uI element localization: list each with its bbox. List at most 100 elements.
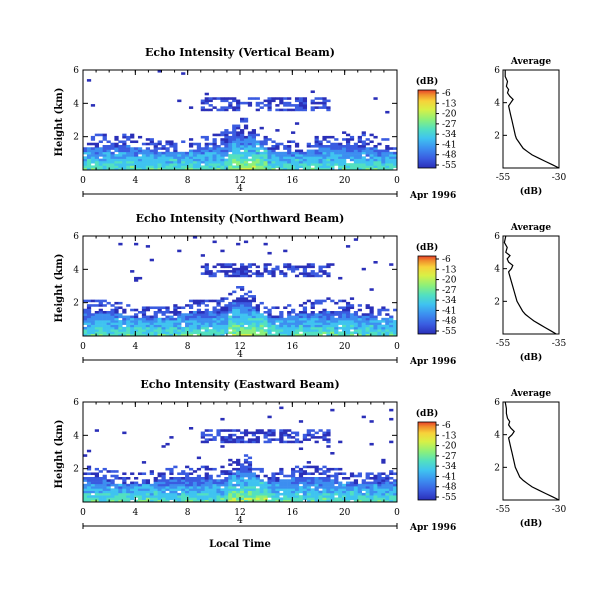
heatmap-cell <box>236 324 241 328</box>
heatmap-cell <box>102 151 107 155</box>
heatmap-cell <box>196 151 202 155</box>
heatmap-cell <box>149 486 154 489</box>
heatmap-cell <box>165 499 170 503</box>
heatmap-cell <box>126 317 131 321</box>
heatmap-cell <box>287 483 292 487</box>
heatmap-cell <box>216 499 221 503</box>
heatmap-cell <box>236 99 241 103</box>
heatmap-cell <box>192 322 198 325</box>
heatmap-cell <box>236 267 241 271</box>
heatmap-cell <box>145 497 151 501</box>
heatmap-cell <box>240 308 245 312</box>
heatmap-cell <box>228 154 233 157</box>
heatmap-cell <box>216 108 221 112</box>
heatmap-cell <box>322 483 327 487</box>
heatmap-cell <box>314 160 319 164</box>
heatmap-cell <box>90 317 96 321</box>
heatmap-cell <box>255 483 260 487</box>
heatmap-cell <box>243 474 249 478</box>
heatmap-cell <box>188 499 194 503</box>
heatmap-cell <box>212 138 217 141</box>
heatmap-cell <box>216 163 221 166</box>
heatmap-cell <box>204 304 209 307</box>
heatmap-cell <box>145 499 151 503</box>
heatmap-cell <box>216 326 221 330</box>
heatmap-cell <box>279 151 284 155</box>
heatmap-cell <box>306 324 311 328</box>
heatmap-cell <box>314 97 319 100</box>
heatmap-cell <box>114 311 119 314</box>
heatmap-cell <box>353 151 359 155</box>
heatmap-cell <box>263 135 268 139</box>
heatmap-cell <box>373 156 378 159</box>
heatmap-cell <box>302 320 308 323</box>
heatmap-cell <box>342 311 347 314</box>
heatmap-cell <box>83 483 88 487</box>
heatmap-cell <box>377 311 382 314</box>
heatmap-cell <box>326 440 331 444</box>
heatmap-cell <box>240 133 245 137</box>
heatmap-cell <box>345 329 351 332</box>
profile-y-tick-label: 2 <box>494 297 500 307</box>
heatmap-cell <box>102 467 107 471</box>
heatmap-cell <box>134 333 139 337</box>
heatmap-cell <box>306 431 311 435</box>
heatmap-cell <box>102 317 107 321</box>
heatmap-cell <box>271 474 276 478</box>
heatmap-cell <box>228 458 233 462</box>
heatmap-cell <box>373 333 378 337</box>
heatmap-cell <box>224 133 229 137</box>
heatmap-cell <box>247 481 253 485</box>
heatmap-cell <box>173 147 178 150</box>
heatmap-cell <box>118 167 123 171</box>
heatmap-cell <box>247 140 253 144</box>
heatmap-cell <box>330 163 335 166</box>
heatmap-cell <box>381 306 386 310</box>
heatmap-cell <box>283 429 288 432</box>
heatmap-cell <box>145 481 151 485</box>
heatmap-cell <box>357 499 362 503</box>
heatmap-cell <box>98 322 103 325</box>
heatmap-cell <box>294 274 300 278</box>
y-tick-label: 2 <box>73 133 79 143</box>
heatmap-cell <box>263 140 268 144</box>
heatmap-cell <box>145 486 151 489</box>
heatmap-cell <box>259 106 264 109</box>
heatmap-cell <box>243 126 249 130</box>
heatmap-cell <box>110 481 115 485</box>
heatmap-cell <box>98 308 103 312</box>
heatmap-cell <box>287 97 292 100</box>
heatmap-cell <box>224 106 229 109</box>
heatmap-cell <box>188 329 194 332</box>
heatmap-cell <box>122 495 127 498</box>
heatmap-cell <box>271 483 276 487</box>
heatmap-cell <box>98 477 103 480</box>
heatmap-cell <box>220 313 225 316</box>
heatmap-cell <box>298 149 304 153</box>
heatmap-cell <box>294 495 300 498</box>
heatmap-cell <box>243 458 249 462</box>
heatmap-cell <box>102 474 107 478</box>
heatmap-cell <box>287 479 292 482</box>
heatmap-cell <box>361 499 366 503</box>
heatmap-cell <box>228 147 233 150</box>
heatmap-cell <box>204 165 209 169</box>
heatmap-cell <box>232 461 237 464</box>
heatmap-cell <box>126 333 131 337</box>
heatmap-cell <box>330 483 335 487</box>
heatmap-cell <box>106 495 111 498</box>
heatmap-cell <box>255 436 260 439</box>
heatmap-cell <box>94 329 99 332</box>
heatmap-cell <box>216 481 221 485</box>
heatmap-cell <box>240 135 245 139</box>
heatmap-cell <box>188 326 194 330</box>
heatmap-cell <box>157 472 162 476</box>
heatmap-cell <box>106 322 111 325</box>
profile-x-tick-label: -30 <box>552 173 567 183</box>
heatmap-cell <box>322 320 327 323</box>
heatmap-cell <box>373 479 378 482</box>
heatmap-cell <box>126 160 131 164</box>
heatmap-cell <box>110 142 115 146</box>
heatmap-cell <box>267 331 272 335</box>
heatmap-cell <box>287 311 292 314</box>
